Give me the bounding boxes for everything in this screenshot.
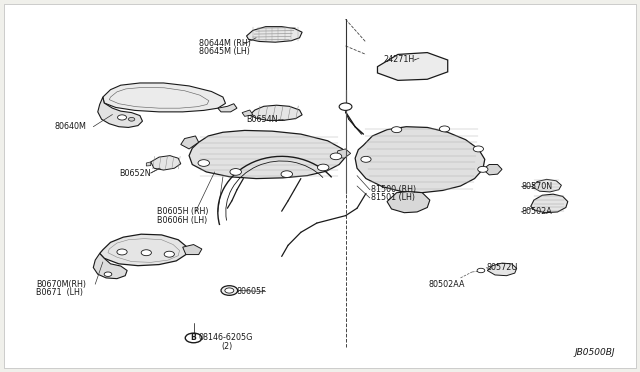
- Circle shape: [104, 272, 112, 276]
- Text: B0670M(RH): B0670M(RH): [36, 280, 86, 289]
- Circle shape: [477, 166, 488, 172]
- Text: JB0500BJ: JB0500BJ: [575, 348, 615, 357]
- Circle shape: [141, 250, 152, 256]
- Polygon shape: [532, 179, 561, 192]
- Polygon shape: [483, 164, 502, 175]
- Text: B0652N: B0652N: [119, 169, 150, 177]
- Text: 80640M: 80640M: [55, 122, 87, 131]
- Circle shape: [221, 286, 237, 295]
- Polygon shape: [531, 194, 568, 213]
- Circle shape: [477, 268, 484, 273]
- Text: 81501 (LH): 81501 (LH): [371, 193, 415, 202]
- Polygon shape: [93, 253, 127, 279]
- Text: (2): (2): [221, 341, 232, 350]
- Circle shape: [281, 171, 292, 177]
- Circle shape: [339, 103, 352, 110]
- Polygon shape: [151, 155, 180, 170]
- Text: 80502A: 80502A: [521, 208, 552, 217]
- Text: 80645M (LH): 80645M (LH): [198, 47, 250, 56]
- Text: B0654N: B0654N: [246, 115, 278, 124]
- Text: 80644M (RH): 80644M (RH): [198, 39, 250, 48]
- Polygon shape: [387, 192, 430, 213]
- Text: 80570N: 80570N: [521, 182, 552, 190]
- Polygon shape: [336, 149, 351, 158]
- Circle shape: [198, 160, 209, 166]
- Text: 80502AA: 80502AA: [429, 280, 465, 289]
- Polygon shape: [218, 104, 237, 112]
- Circle shape: [117, 249, 127, 255]
- Circle shape: [473, 146, 483, 152]
- Circle shape: [361, 156, 371, 162]
- Text: B0606H (LH): B0606H (LH): [157, 216, 207, 225]
- Circle shape: [317, 164, 329, 171]
- Polygon shape: [378, 52, 448, 80]
- Text: B0605H (RH): B0605H (RH): [157, 208, 209, 217]
- Polygon shape: [147, 162, 151, 166]
- Polygon shape: [103, 83, 225, 112]
- Circle shape: [129, 118, 135, 121]
- Polygon shape: [355, 127, 484, 193]
- Polygon shape: [246, 27, 302, 42]
- Text: 80572U: 80572U: [486, 263, 517, 272]
- Circle shape: [230, 169, 241, 175]
- Polygon shape: [100, 234, 187, 266]
- Circle shape: [185, 333, 202, 343]
- Polygon shape: [98, 97, 143, 128]
- Text: 08146-6205G: 08146-6205G: [198, 333, 253, 343]
- Polygon shape: [180, 136, 198, 149]
- Circle shape: [225, 288, 234, 293]
- Text: 81500 (RH): 81500 (RH): [371, 185, 416, 194]
- Polygon shape: [182, 244, 202, 254]
- Polygon shape: [487, 263, 516, 276]
- Text: 24271H: 24271H: [384, 55, 415, 64]
- Polygon shape: [242, 110, 253, 116]
- Circle shape: [392, 127, 402, 133]
- Circle shape: [118, 115, 127, 120]
- Polygon shape: [189, 131, 346, 179]
- Circle shape: [330, 153, 342, 160]
- Text: B: B: [191, 333, 196, 343]
- Text: 80605F: 80605F: [237, 287, 267, 296]
- Text: B0671  (LH): B0671 (LH): [36, 288, 83, 297]
- Polygon shape: [250, 105, 302, 121]
- Circle shape: [440, 126, 450, 132]
- Circle shape: [164, 251, 174, 257]
